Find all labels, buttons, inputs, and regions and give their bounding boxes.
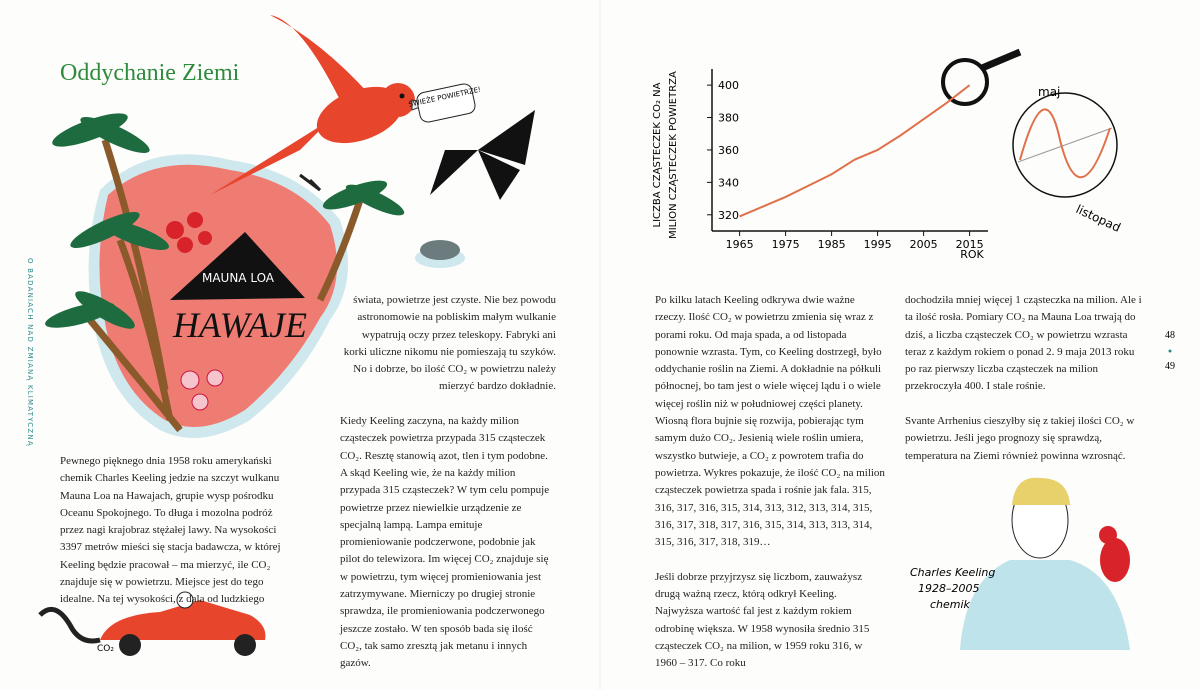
column: świata, powietrze jest czyste. Nie bez p… [340,292,556,690]
x-axis-label: ROK [960,248,984,261]
paragraph: świata, powietrze jest czyste. Nie bez p… [343,294,556,393]
red-bird [210,15,430,195]
y-tick-label: 380 [718,112,739,125]
y-tick-label: 320 [718,209,739,222]
page-number: 48 [1165,330,1175,341]
may-label: maj [1038,85,1060,99]
co2-chart: 320 340 360 380 400 1965 1975 1985 1995 2005 2015R… [652,69,988,261]
y-tick-label: 400 [718,79,739,92]
turtle [420,240,460,260]
caption-role: chemik [930,598,971,611]
season-wave [1019,108,1111,178]
column: dochodziła mniej więcej 1 cząsteczka na … [905,292,1145,482]
caption-years: 1928–2005 [918,582,980,595]
exhaust-smoke [38,606,101,644]
wheel [234,634,256,656]
exhaust-label: CO₂ [97,644,114,654]
title: Oddychanie Ziemi [60,60,240,86]
red-flowers [166,212,212,253]
page-number: 49 [1165,361,1175,372]
island-label: HAWAJE [172,305,307,345]
co2-line [739,84,971,218]
caption-name: Charles Keeling [910,566,995,579]
paragraph: Po kilku latach Keeling odkrywa dwie waż… [655,294,885,549]
page-dot [1168,349,1172,353]
car [100,600,266,640]
x-tick-label: 2005 [910,238,938,251]
column: Pewnego pięknego dnia 1958 roku amerykań… [60,453,288,626]
butterfly [430,110,535,200]
y-tick-label: 340 [718,176,739,189]
x-tick-label: 1975 [772,238,800,251]
bird-eye [399,93,405,99]
side-text: O BADANIACH NAD ZMIANĄ KLIMATYCZNĄ [26,258,34,447]
y-axis-label: MILION CZĄSTECZEK POWIETRZA [668,71,679,239]
y-axis-label: LICZBA CZĄSTECZEK CO₂ NA [652,82,663,227]
november-label: listopad [1074,202,1123,235]
pink-flowers [180,369,224,411]
speech-bubble [416,83,476,123]
paragraph: Kiedy Keeling zaczyna, na każdy milion c… [340,415,550,670]
paragraph: Jeśli dobrze przyjrzysz się liczbom, zau… [655,570,870,670]
column: Po kilku latach Keeling odkrywa dwie waż… [655,292,887,690]
palm-trunks [87,138,364,433]
x-tick-label: 1985 [818,238,846,251]
shirt [960,560,1130,650]
x-tick-label: 2015 [956,238,984,251]
trend-line [1017,127,1113,163]
palm-leaves [45,113,405,329]
paragraph: Pewnego pięknego dnia 1958 roku amerykań… [60,455,281,606]
x-tick-label: 1995 [864,238,892,251]
x-tick-label: 1965 [726,238,754,251]
volcano-label: MAUNA LOA [202,271,275,285]
paragraph: Svante Arrhenius cieszyłby się z takiej … [905,415,1135,462]
y-tick-label: 360 [718,144,739,157]
volcano [170,232,305,300]
hair [1012,477,1070,505]
driver [176,591,194,609]
season-circle [1012,92,1118,198]
portrait-bird [1099,526,1130,582]
wheel [119,634,141,656]
magnifier-handle [980,48,1022,72]
magnifier [941,58,989,106]
paragraph: dochodziła mniej więcej 1 cząsteczka na … [905,294,1142,393]
